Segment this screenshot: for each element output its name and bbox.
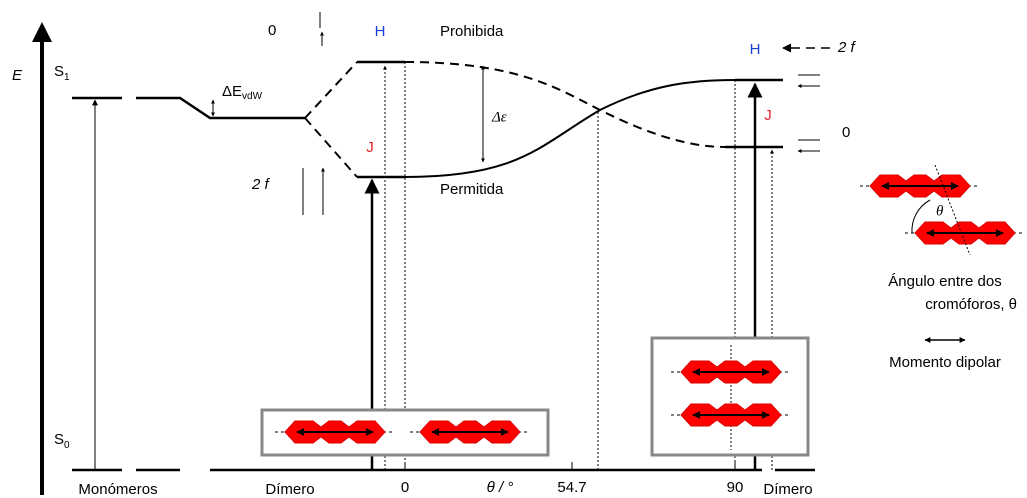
x-axis-label: θ / ° bbox=[487, 479, 514, 496]
osc-left-bottom: 2 f bbox=[251, 176, 271, 193]
forbidden-curve bbox=[405, 62, 725, 147]
energy-diagram: E S1 S0 ΔEvdW Δε H J H J Prohibida Permi… bbox=[12, 12, 857, 498]
delta-eps-label: Δε bbox=[491, 109, 507, 125]
axis-arrowhead bbox=[32, 22, 52, 42]
j-label-90: J bbox=[764, 107, 772, 124]
s1-label: S1 bbox=[54, 63, 70, 83]
osc-right-top: 2 f bbox=[837, 39, 857, 56]
legend: θ Ángulo entre dos cromóforos, θ Momento… bbox=[860, 165, 1025, 371]
legend-text: cromóforos, θ bbox=[925, 296, 1017, 313]
group-label: Monómeros bbox=[78, 481, 157, 498]
diagram: E S1 S0 ΔEvdW Δε H J H J Prohibida Permi… bbox=[0, 0, 1027, 498]
tick-label: 90 bbox=[727, 479, 744, 496]
molecule bbox=[671, 404, 791, 426]
molecule bbox=[905, 222, 1025, 244]
molecule bbox=[410, 421, 530, 443]
osc-left-top: 0 bbox=[268, 22, 276, 39]
legend-text: Momento dipolar bbox=[889, 354, 1001, 371]
s0-label: S0 bbox=[54, 431, 70, 451]
splitting-lines bbox=[305, 62, 357, 177]
theta-label: θ bbox=[936, 203, 944, 219]
dipole-parallel-90 bbox=[798, 75, 820, 86]
molecule bbox=[671, 361, 791, 383]
exciton-levels bbox=[357, 62, 783, 177]
dipole-antiparallel bbox=[320, 12, 322, 46]
tick-label: 54.7 bbox=[557, 479, 586, 496]
dipole-parallel bbox=[303, 168, 323, 215]
osc-right-bottom: 0 bbox=[842, 124, 850, 141]
dipole-antiparallel-90 bbox=[798, 140, 820, 151]
energy-label: E bbox=[12, 67, 23, 84]
molecule bbox=[860, 175, 980, 197]
group-label: Dímero bbox=[265, 481, 314, 498]
forbidden-label: Prohibida bbox=[440, 23, 504, 40]
stacked-box bbox=[652, 338, 808, 455]
h-label-90: H bbox=[750, 41, 761, 58]
h-label: H bbox=[375, 23, 386, 40]
legend-text: Ángulo entre dos bbox=[888, 273, 1001, 290]
group-label: Dímero bbox=[763, 481, 812, 498]
vdw-label: ΔEvdW bbox=[222, 83, 263, 102]
tick-label: 0 bbox=[401, 479, 409, 496]
allowed-label: Permitida bbox=[440, 181, 504, 198]
molecule bbox=[275, 421, 395, 443]
j-label: J bbox=[366, 139, 374, 156]
excited-levels bbox=[72, 98, 305, 118]
